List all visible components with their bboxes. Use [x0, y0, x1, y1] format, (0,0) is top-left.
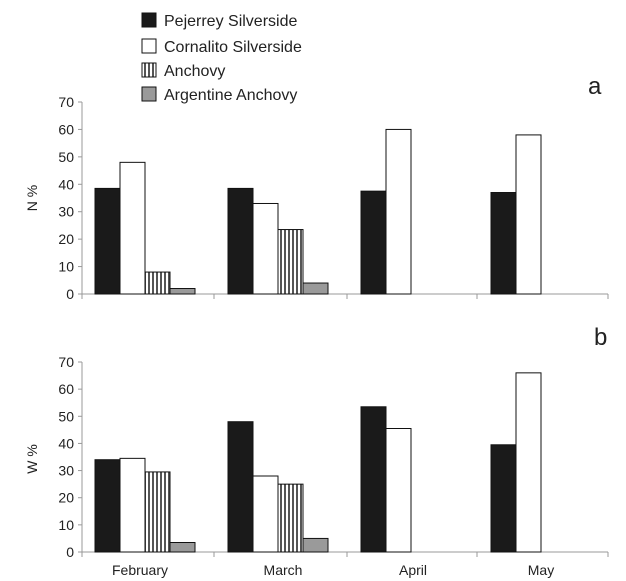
legend-swatch-argentine	[141, 86, 157, 102]
bar-a-argentine-anchovy-february	[169, 288, 196, 295]
bar-a-cornalito-april	[385, 128, 412, 295]
legend-label-pejerrey: Pejerrey Silverside	[164, 13, 297, 30]
y-tick-label-b: 50	[58, 408, 74, 424]
bar-a-cornalito-february	[119, 161, 146, 295]
bar-a-pejerrey-april	[360, 190, 387, 295]
y-tick-label-a: 10	[58, 259, 74, 275]
bar-a-cornalito-march	[252, 202, 279, 295]
bar-b-argentine-anchovy-february	[169, 542, 196, 553]
panel-b: 0 10 20 30 40 50 60 70 February March April May	[58, 354, 609, 578]
x-tick-label-march: March	[264, 562, 303, 578]
x-tick-label-april: April	[399, 562, 427, 578]
bar-b-pejerrey-april	[360, 406, 387, 553]
bar-a-pejerrey-may	[490, 192, 517, 295]
bar-a-argentine-anchovy-march	[302, 282, 329, 295]
bar-b-pejerrey-february	[94, 459, 121, 553]
y-tick-label-b: 30	[58, 463, 74, 479]
y-tick-label-b: 0	[66, 544, 74, 560]
bar-a-anchovy-february	[144, 271, 171, 295]
bar-b-anchovy-february	[144, 471, 171, 553]
y-tick-label-b: 70	[58, 354, 74, 370]
y-tick-label-b: 10	[58, 517, 74, 533]
y-tick-label-a: 60	[58, 121, 74, 137]
y-tick-label-b: 20	[58, 490, 74, 506]
bar-b-argentine-anchovy-march	[302, 537, 329, 553]
y-tick-label-b: 60	[58, 381, 74, 397]
y-axis-title-a: N %	[24, 185, 40, 211]
y-axis-title-b: W %	[24, 444, 40, 474]
y-tick-label-a: 40	[58, 176, 74, 192]
panel-label-a: a	[588, 73, 602, 100]
y-tick-label-a: 0	[66, 286, 74, 302]
panel-a: 0 10 20 30 40 50 60 70	[58, 94, 609, 302]
panels: 0 10 20 30 40 50 60 70 0 10 20 30 40 50 60 70 February Ma…	[58, 94, 609, 578]
bar-a-anchovy-march	[277, 229, 304, 295]
bar-b-cornalito-april	[385, 428, 412, 553]
legend-label-cornalito: Cornalito Silverside	[164, 39, 302, 56]
bar-b-cornalito-may	[515, 372, 542, 553]
legend-swatch-pejerrey	[141, 12, 157, 28]
y-tick-label-b: 40	[58, 435, 74, 451]
bar-b-cornalito-march	[252, 475, 279, 553]
y-tick-label-a: 20	[58, 231, 74, 247]
legend-swatch-cornalito	[141, 38, 157, 54]
legend: Pejerrey Silverside Cornalito Silverside…	[141, 12, 302, 104]
y-tick-label-a: 50	[58, 149, 74, 165]
bar-b-pejerrey-march	[227, 421, 254, 553]
y-tick-label-a: 30	[58, 204, 74, 220]
panel-label-b: b	[594, 324, 607, 351]
x-tick-label-february: February	[112, 562, 168, 578]
legend-label-anchovy: Anchovy	[164, 63, 225, 80]
bar-a-pejerrey-february	[94, 187, 121, 295]
bar-b-pejerrey-may	[490, 444, 517, 553]
y-tick-label-a: 70	[58, 94, 74, 110]
bar-b-cornalito-february	[119, 457, 146, 553]
legend-swatch-anchovy	[141, 62, 157, 78]
legend-label-argentine: Argentine Anchovy	[164, 87, 297, 104]
bar-a-pejerrey-march	[227, 187, 254, 295]
x-tick-label-may: May	[528, 562, 554, 578]
bar-a-cornalito-may	[515, 134, 542, 295]
bar-b-anchovy-march	[277, 483, 304, 553]
